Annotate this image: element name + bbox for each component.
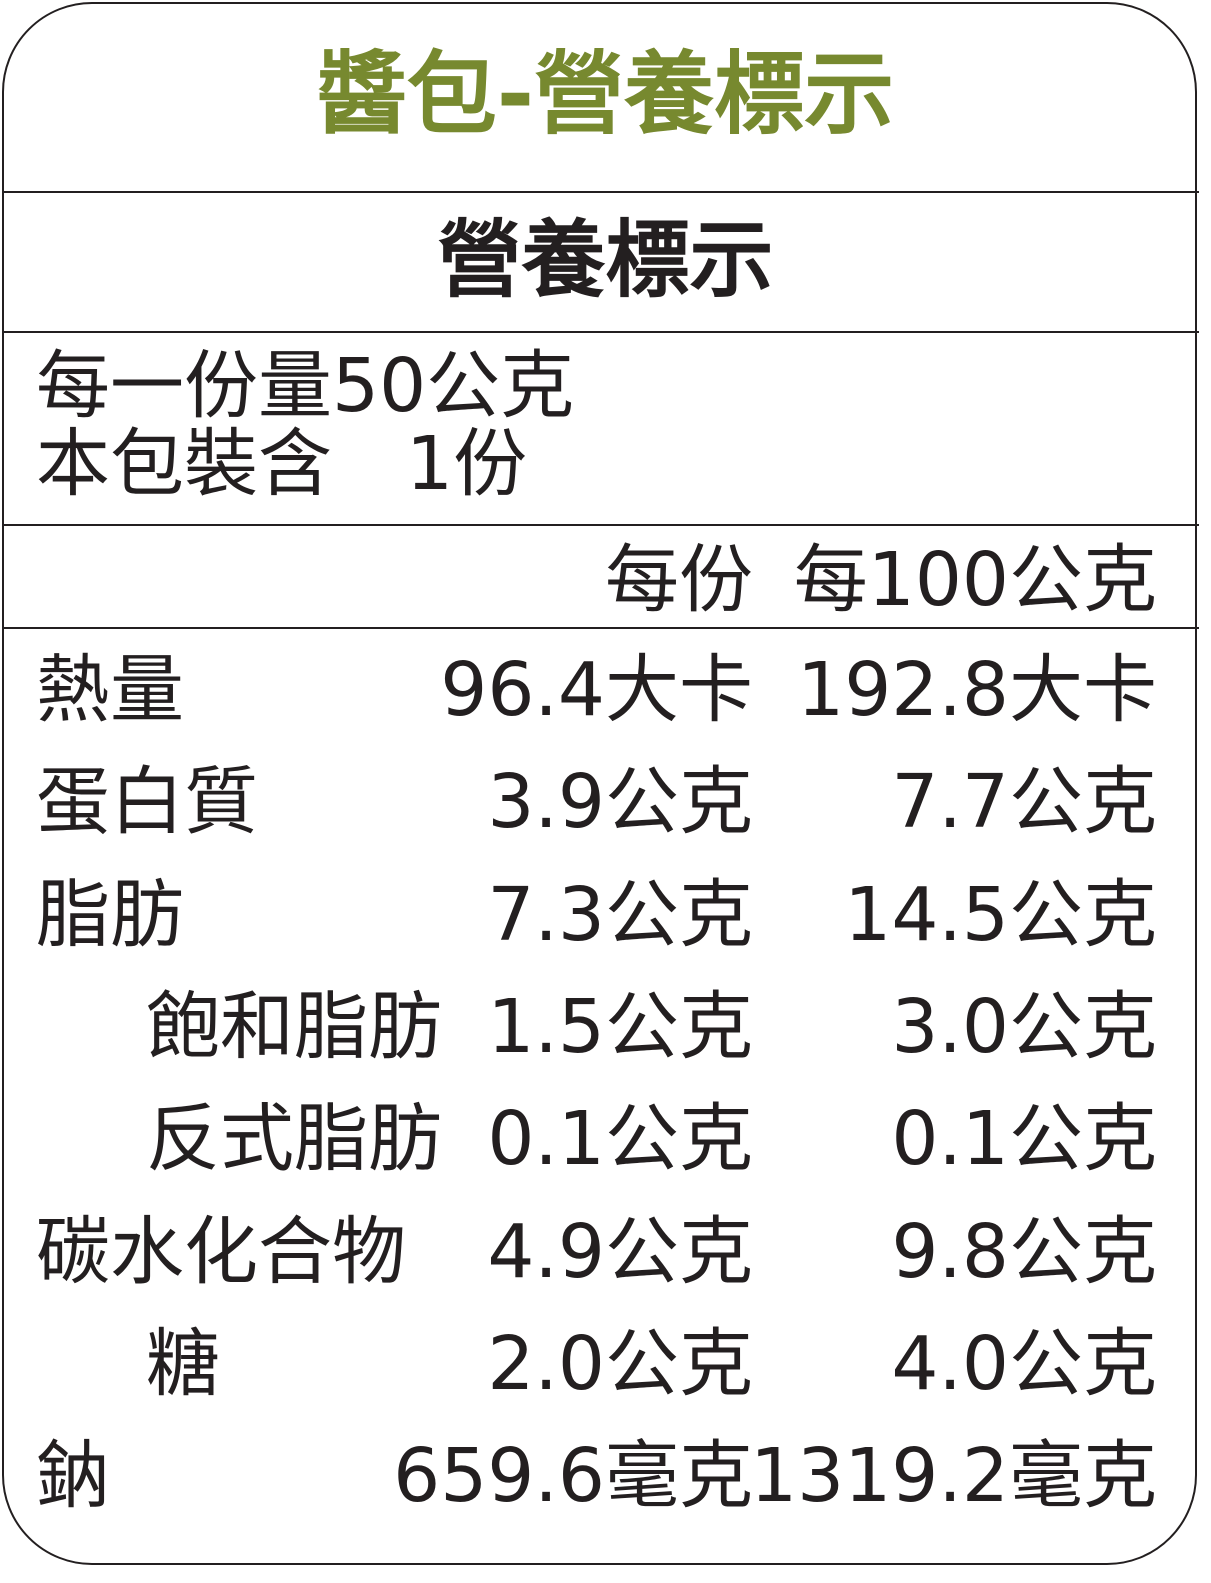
per-serving-value: 2.0公克: [487, 1320, 753, 1407]
per-100g-value: 9.8公克: [891, 1208, 1157, 1295]
nutrient-name: 脂肪: [36, 871, 184, 958]
per-serving-value: 3.9公克: [487, 759, 753, 846]
divider: [2, 191, 1199, 193]
nutrient-row: 脂肪 7.3公克 14.5公克: [0, 859, 1211, 971]
nutrient-row: 鈉 659.6毫克 1319.2毫克: [0, 1420, 1211, 1532]
nutrient-name: 碳水化合物: [36, 1208, 406, 1295]
servings-per-package: 本包裝含 1份: [36, 421, 528, 507]
serving-size: 每一份量50公克: [36, 343, 575, 429]
per-serving-value: 96.4大卡: [440, 647, 753, 733]
nutrient-name: 糖: [146, 1320, 220, 1407]
divider: [2, 627, 1199, 629]
column-header-per-serving: 每份: [605, 537, 753, 623]
per-serving-value: 659.6毫克: [393, 1433, 753, 1520]
nutrient-name: 反式脂肪: [146, 1096, 442, 1183]
nutrient-row: 蛋白質 3.9公克 7.7公克: [0, 746, 1211, 858]
divider: [2, 331, 1199, 333]
nutrition-heading: 營養標示: [437, 211, 774, 309]
nutrient-row: 飽和脂肪 1.5公克 3.0公克: [0, 971, 1211, 1083]
per-100g-value: 3.0公克: [891, 983, 1157, 1070]
nutrient-row: 反式脂肪 0.1公克 0.1公克: [0, 1083, 1211, 1195]
nutrient-name: 飽和脂肪: [146, 983, 442, 1070]
per-serving-value: 7.3公克: [487, 871, 753, 958]
per-100g-value: 192.8大卡: [797, 647, 1157, 733]
per-100g-value: 1319.2毫克: [750, 1433, 1157, 1520]
nutrient-row: 熱量 96.4大卡 192.8大卡: [0, 634, 1211, 746]
nutrient-row: 碳水化合物 4.9公克 9.8公克: [0, 1196, 1211, 1308]
label-border: [2, 2, 1197, 1565]
per-serving-value: 4.9公克: [487, 1208, 753, 1295]
column-header-per-100g: 每100公克: [793, 537, 1157, 623]
page-title: 醬包-營養標示: [316, 42, 895, 147]
divider: [2, 524, 1199, 526]
per-serving-value: 0.1公克: [487, 1096, 753, 1183]
per-serving-value: 1.5公克: [487, 983, 753, 1070]
per-100g-value: 7.7公克: [891, 759, 1157, 846]
nutrient-name: 鈉: [36, 1433, 110, 1520]
per-100g-value: 14.5公克: [844, 871, 1157, 958]
per-100g-value: 0.1公克: [891, 1096, 1157, 1183]
nutrient-name: 蛋白質: [36, 759, 258, 846]
nutrient-name: 熱量: [36, 647, 184, 733]
per-100g-value: 4.0公克: [891, 1320, 1157, 1407]
nutrient-row: 糖 2.0公克 4.0公克: [0, 1308, 1211, 1420]
